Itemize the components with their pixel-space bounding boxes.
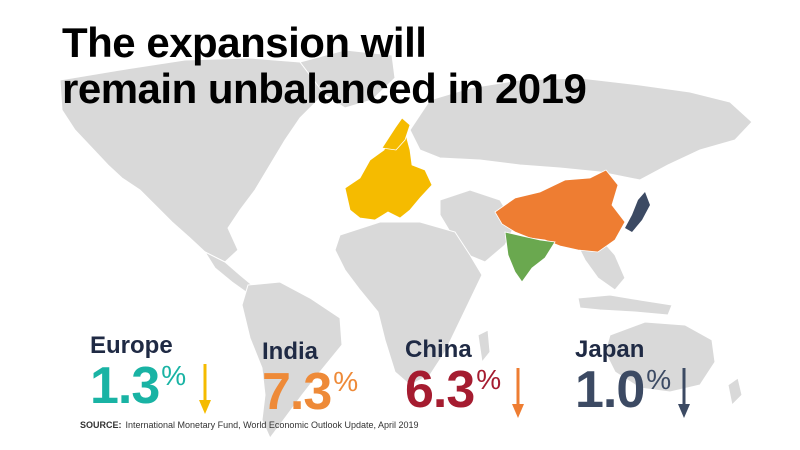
stat-india: India 7.3% [262,338,358,418]
japan-region [625,192,650,232]
stat-unit: % [476,364,502,395]
stat-region-label: India [262,338,319,365]
stat-unit: % [161,360,187,391]
stat-japan: Japan 1.0% [575,336,690,419]
stat-value: 1.0 [575,361,645,419]
page-title: The expansion will remain unbalanced in … [62,19,587,112]
russia [409,77,753,181]
madagascar [477,329,491,364]
down-arrow-icon [678,368,690,418]
stat-china: China 6.3% [405,336,524,419]
source-note: SOURCE: International Monetary Fund, Worl… [80,420,419,430]
stat-unit: % [333,366,359,397]
australia [604,321,716,393]
south-america [241,281,343,439]
indonesia [577,294,673,316]
source-label: SOURCE: [80,420,122,430]
greenland [299,49,396,109]
title-line-2: remain unbalanced in 2019 [62,65,587,112]
title-line-1: The expansion will [62,19,427,66]
middle-east [439,189,516,263]
stat-value: 7.3 [262,363,332,421]
stat-region-label: Japan [575,336,645,363]
stat-value: 1.3 [90,357,160,415]
india-region [504,231,556,283]
scandinavia [381,117,411,151]
stat-unit: % [646,364,672,395]
source-text: International Monetary Fund, World Econo… [125,420,419,430]
stat-region-label: China [405,336,472,363]
africa [334,221,483,386]
down-arrow-icon [199,364,211,414]
new-zealand [727,377,743,407]
down-arrow-icon [512,368,524,418]
stat-europe: Europe 1.3% [90,332,211,415]
stat-region-label: Europe [90,332,173,359]
stat-value: 6.3 [405,361,475,419]
europe-region [344,127,433,221]
